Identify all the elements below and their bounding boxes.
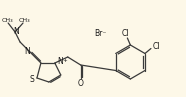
Text: Br⁻: Br⁻ bbox=[94, 29, 107, 38]
Text: N: N bbox=[13, 26, 19, 36]
Text: N: N bbox=[57, 58, 63, 67]
Text: Cl: Cl bbox=[122, 29, 129, 39]
Text: N: N bbox=[24, 46, 30, 55]
Text: O: O bbox=[78, 78, 84, 87]
Text: S: S bbox=[30, 74, 34, 84]
Text: CH₃: CH₃ bbox=[18, 17, 30, 23]
Text: CH₃: CH₃ bbox=[1, 17, 13, 23]
Text: +: + bbox=[62, 58, 67, 62]
Text: Cl: Cl bbox=[152, 42, 160, 51]
